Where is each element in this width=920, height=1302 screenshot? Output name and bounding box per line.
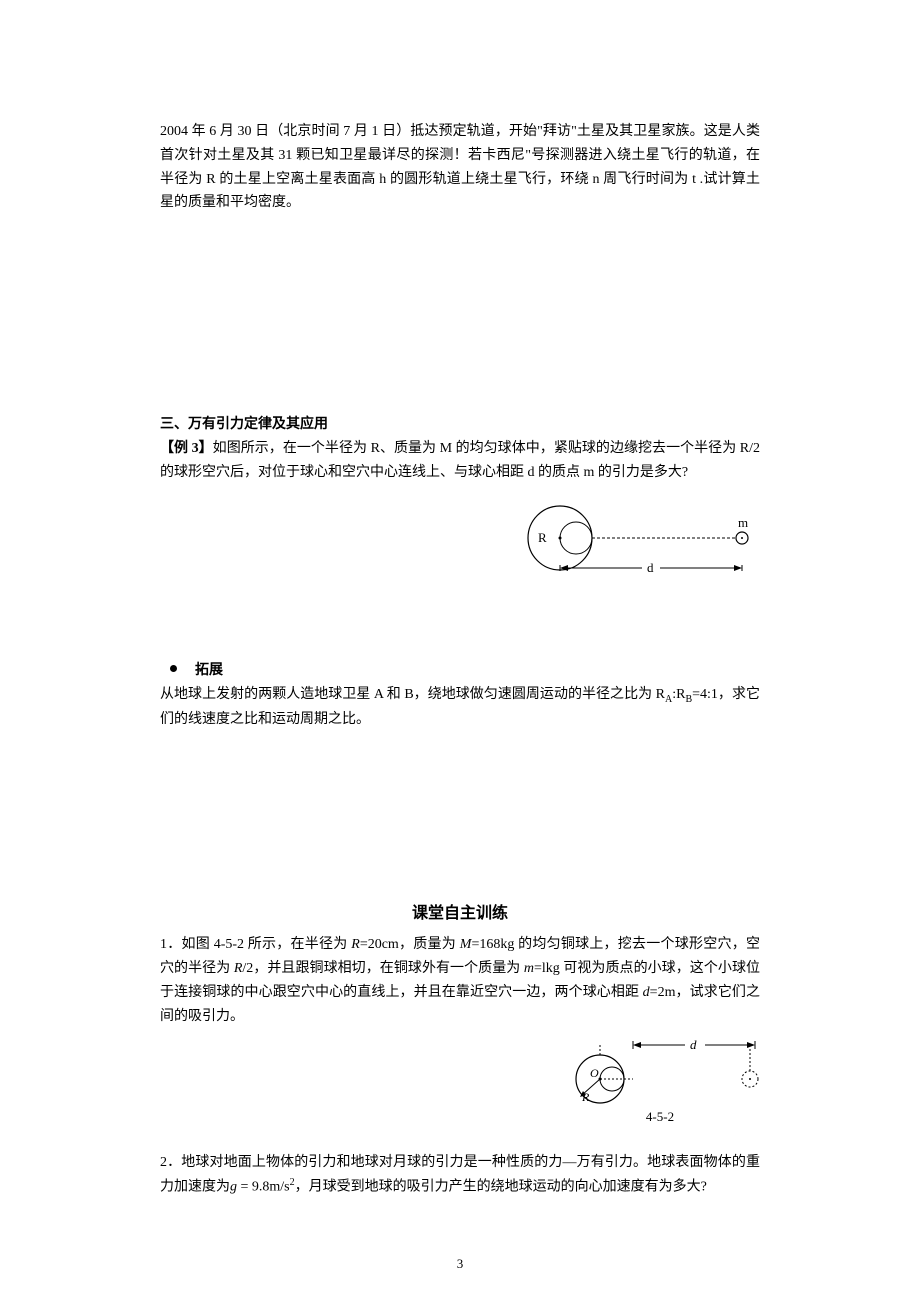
figure-2-label: 4-5-2: [560, 1109, 760, 1125]
q2-g: g: [230, 1180, 237, 1195]
bullet-icon: [170, 665, 177, 672]
fig2-r-label: R: [581, 1090, 590, 1104]
training-title: 课堂自主训练: [160, 899, 760, 923]
ext-text-1: 从地球上发射的两颗人造地球卫星 A 和 B，绕地球做匀速圆周运动的半径之比为 R: [160, 687, 665, 702]
fig1-m-label: m: [738, 515, 748, 530]
question-1: 1．如图 4-5-2 所示，在半径为 R=20cm，质量为 M=168kg 的均…: [160, 933, 760, 1028]
example-3-label: 【例 3】: [160, 441, 213, 456]
section-3-title: 三、万有引力定律及其应用: [160, 413, 760, 433]
intro-paragraph: 2004 年 6 月 30 日（北京时间 7 月 1 日）抵达预定轨道，开始"拜…: [160, 120, 760, 215]
q1-M: M: [460, 937, 472, 952]
figure-1-container: R m d: [160, 493, 760, 583]
ext-colon: :R: [672, 687, 685, 702]
example-3-paragraph: 【例 3】如图所示，在一个半径为 R、质量为 M 的均匀球体中，紧贴球的边缘挖去…: [160, 437, 760, 485]
q1-prefix: 1．如图 4-5-2 所示，在半径为: [160, 937, 351, 952]
spacer-2: [160, 589, 760, 649]
example-3-text: 如图所示，在一个半径为 R、质量为 M 的均匀球体中，紧贴球的边缘挖去一个半径为…: [160, 441, 760, 480]
q1-mid1: =20cm，质量为: [360, 937, 460, 952]
fig2-d-label: d: [690, 1037, 697, 1052]
q1-mid3: /2，并且跟铜球相切，在铜球外有一个质量为: [242, 961, 523, 976]
figure-2-container: d O R 4-5-2: [160, 1037, 760, 1125]
q1-d: d: [643, 985, 650, 1000]
intro-text: 2004 年 6 月 30 日（北京时间 7 月 1 日）抵达预定轨道，开始"拜…: [160, 124, 760, 210]
q1-R: R: [351, 937, 360, 952]
q2-after: ，月球受到地球的吸引力产生的绕地球运动的向心加速度有为多大?: [295, 1180, 707, 1195]
question-2: 2．地球对地面上物体的引力和地球对月球的引力是一种性质的力—万有引力。地球表面物…: [160, 1151, 760, 1200]
fig1-d-label: d: [647, 560, 654, 575]
spacer: [160, 223, 760, 393]
figure-1-svg: R m d: [520, 493, 760, 583]
fig1-r-label: R: [538, 530, 547, 545]
extension-label: 拓展: [195, 659, 223, 679]
extension-heading: 拓展: [160, 659, 760, 679]
figure-2-wrap: d O R 4-5-2: [560, 1037, 760, 1125]
figure-2-svg: d O R: [560, 1037, 760, 1107]
spacer-4: [160, 1131, 760, 1151]
q1-m: m: [524, 961, 534, 976]
spacer-3b: [160, 829, 760, 879]
fig2-o-label: O: [590, 1066, 599, 1080]
page-number: 3: [0, 1256, 920, 1272]
q2-eq: = 9.8m/s: [237, 1180, 290, 1195]
extension-paragraph: 从地球上发射的两颗人造地球卫星 A 和 B，绕地球做匀速圆周运动的半径之比为 R…: [160, 683, 760, 732]
spacer-3: [160, 739, 760, 829]
